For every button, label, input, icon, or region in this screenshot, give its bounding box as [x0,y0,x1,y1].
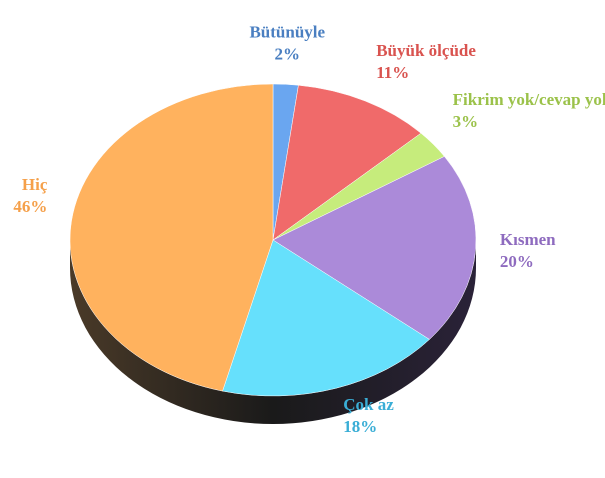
slice-label: Büyük ölçüde [376,41,476,60]
pie-slice [272,84,422,241]
slice-label: Hiç [22,175,48,194]
slice-value-label: 18% [343,417,377,436]
slice-value-label: 3% [453,112,479,131]
slice-label: Fikrim yok/cevap yok [453,90,605,109]
pie-slice [272,156,477,340]
slice-value-label: 46% [13,197,47,216]
slice-value-label: 11% [376,63,409,82]
pie-slice [222,239,430,397]
pie-side [70,240,476,424]
slice-value-label: 2% [275,45,301,64]
slice-label: Bütünüyle [249,23,325,42]
slice-label: Çok az [343,395,394,414]
pie-slice [69,83,274,392]
slice-label: Kısmen [500,230,556,249]
slice-value-label: 20% [500,252,534,271]
